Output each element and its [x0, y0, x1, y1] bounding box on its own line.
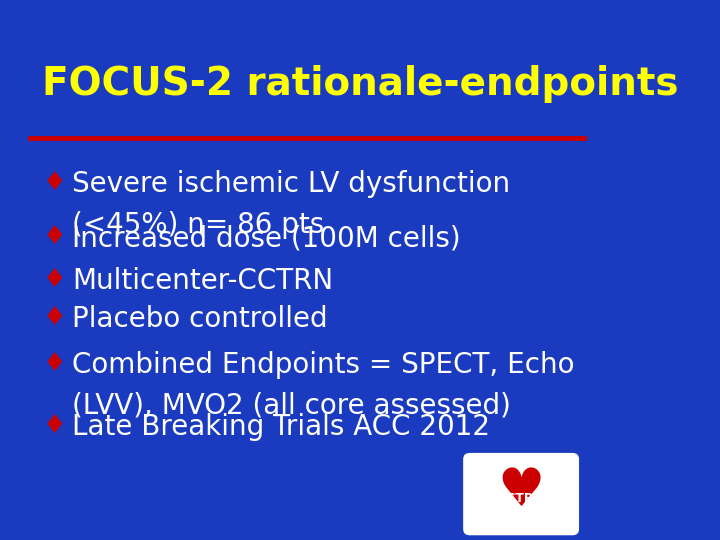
- Text: Late Breaking Trials ACC 2012: Late Breaking Trials ACC 2012: [72, 413, 490, 441]
- Text: (LVV), MVO2 (all core assessed): (LVV), MVO2 (all core assessed): [72, 392, 511, 420]
- Text: ♦: ♦: [42, 305, 66, 331]
- FancyBboxPatch shape: [464, 454, 578, 535]
- Text: Combined Endpoints = SPECT, Echo: Combined Endpoints = SPECT, Echo: [72, 351, 575, 379]
- Text: FOCUS-2 rationale-endpoints: FOCUS-2 rationale-endpoints: [42, 65, 679, 103]
- Text: Increased dose (100M cells): Increased dose (100M cells): [72, 224, 461, 252]
- Text: Severe ischemic LV dysfunction: Severe ischemic LV dysfunction: [72, 170, 510, 198]
- Text: ♦: ♦: [42, 351, 66, 377]
- Text: (<45%) n= 86 pts: (<45%) n= 86 pts: [72, 211, 325, 239]
- Text: ♦: ♦: [42, 413, 66, 439]
- Text: CCTRN: CCTRN: [498, 492, 544, 505]
- Text: ♦: ♦: [42, 267, 66, 293]
- Text: Multicenter-CCTRN: Multicenter-CCTRN: [72, 267, 333, 295]
- Text: ♦: ♦: [42, 170, 66, 196]
- Text: ♦: ♦: [42, 224, 66, 250]
- Text: Placebo controlled: Placebo controlled: [72, 305, 328, 333]
- Text: ♥: ♥: [498, 465, 545, 517]
